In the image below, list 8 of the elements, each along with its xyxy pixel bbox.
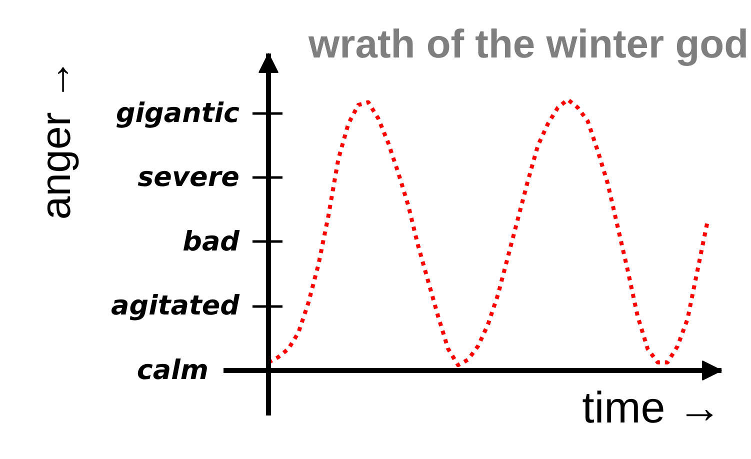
text: calm <box>136 355 209 386</box>
text: gigantic <box>116 98 240 129</box>
x-axis-title: time → <box>582 384 722 432</box>
text: agitated <box>111 290 240 322</box>
y-axis-title: anger → <box>32 58 79 220</box>
text: bad <box>182 226 240 258</box>
text: severe <box>138 162 240 194</box>
chart-title: wrath of the winter god <box>308 22 749 66</box>
